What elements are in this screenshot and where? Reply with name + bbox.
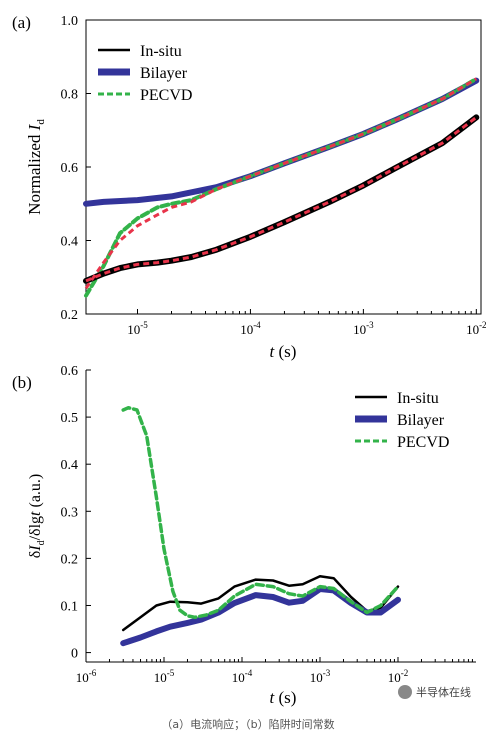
y-tick-label: 0.2 [61,308,79,323]
panel-b-label: (b) [12,373,32,392]
x-tick-label: 10-3 [310,668,331,685]
panel-b: (b) 0 0.1 0.2 0.3 0.4 0.5 0.6 10-6 10-5 10-4 10-3… [12,364,476,707]
panel-b-axes [85,370,476,663]
legend-label-pecvd: PECVD [397,434,449,451]
panel-a-y-ticks: 0.2 0.4 0.6 0.8 1.0 [61,14,91,323]
y-tick-label: 0.6 [61,364,79,379]
series-line-in-situ [121,575,400,632]
x-tick-label: 10-2 [388,668,409,685]
panel-a-series [83,76,480,298]
legend-label-pecvd: PECVD [140,87,192,104]
panel-b-x-ticks: 10-6 10-5 10-4 10-3 10-2 [76,657,473,685]
x-tick-label: 10-4 [240,320,261,337]
y-tick-label: 0.6 [61,161,79,176]
panel-a: (a) 0.2 0.4 0.6 0.8 1.0 10-5 10-4 10-3 10-2 In-… [12,13,487,361]
legend-label-in-situ: In-situ [140,43,182,60]
legend-label-in-situ: In-situ [397,390,439,407]
y-tick-label: 0.8 [61,88,79,103]
x-tick-label: 10-5 [154,668,175,685]
y-tick-label: 0.3 [61,505,79,520]
legend-label-bilayer: Bilayer [140,65,188,82]
panel-b-x-axis-label: t (s) [270,688,297,707]
panel-a-label: (a) [12,13,31,32]
watermark: 半导体在线 [398,684,471,700]
watermark-text: 半导体在线 [416,686,471,699]
y-tick-label: 0.2 [61,552,79,567]
x-tick-label: 10-4 [232,668,253,685]
y-tick-label: 0.4 [61,235,79,250]
fit-line-1 [84,77,478,290]
panel-a-x-axis-label: t (s) [270,342,297,361]
x-tick-label: 10-5 [127,320,148,337]
y-tick-label: 1.0 [61,14,79,29]
panel-a-y-axis-label: Normalized Id [25,119,47,215]
y-tick-label: 0.1 [61,599,79,614]
legend-label-bilayer: Bilayer [397,412,445,429]
panel-b-y-axis-label: δId/δlgt (a.u.) [27,474,47,559]
x-tick-label: 10-2 [466,320,487,337]
panel-b-y-ticks: 0 0.1 0.2 0.3 0.4 0.5 0.6 [61,364,91,662]
series-line-bilayer [120,586,401,647]
fit-line-0 [85,116,478,283]
y-tick-label: 0.4 [61,458,79,473]
panel-a-x-ticks: 10-5 10-4 10-3 10-2 [127,309,487,337]
figure-caption: （a）电流响应；（b）陷阱时间常数 [161,718,335,731]
panel-b-series [120,405,401,647]
series-line-pecvd [121,405,400,620]
panel-a-legend: In-situ Bilayer PECVD [98,43,192,104]
y-tick-label: 0 [71,647,78,662]
y-tick-label: 0.5 [61,411,79,426]
panel-b-legend: In-situ Bilayer PECVD [355,390,449,451]
x-tick-label: 10-3 [353,320,374,337]
x-tick-label: 10-6 [76,668,97,685]
wechat-logo-icon [398,685,412,699]
